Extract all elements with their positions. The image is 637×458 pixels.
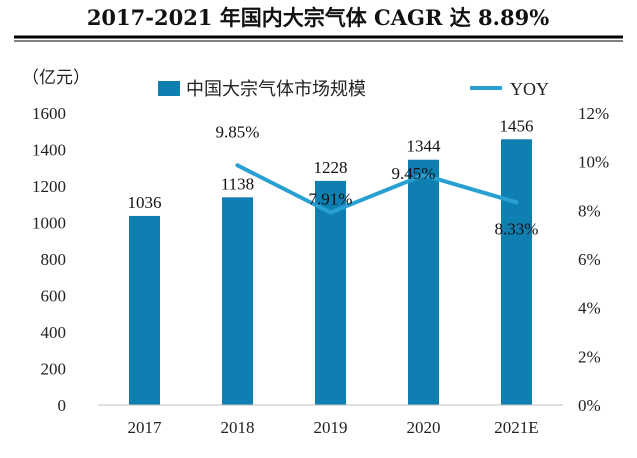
y-axis-label: （亿元）	[22, 68, 90, 87]
y-tick-label-left: 200	[41, 360, 67, 379]
y-tick-label-left: 1600	[32, 104, 66, 123]
x-tick-label: 2018	[221, 418, 255, 437]
yoy-point	[514, 200, 519, 205]
legend: 中国大宗气体市场规模 YOY	[158, 79, 549, 100]
y-tick-label-right: 0%	[578, 396, 601, 415]
bar	[315, 180, 346, 405]
bar-value-label: 1138	[221, 174, 254, 193]
bar	[501, 139, 532, 405]
yoy-point	[421, 173, 426, 178]
bar	[129, 215, 160, 405]
y-tick-label-left: 1200	[32, 177, 66, 196]
y-tick-label-left: 0	[58, 396, 67, 415]
y-tick-label-left: 1400	[32, 141, 66, 160]
y-tick-label-left: 800	[41, 250, 67, 269]
chart-title: 2017-2021 年国内大宗气体 CAGR 达 8.89%	[87, 5, 549, 30]
yoy-value-label: 7.91%	[309, 190, 353, 209]
x-tick-label: 2019	[314, 418, 348, 437]
yoy-point	[235, 163, 240, 168]
y-tick-label-left: 600	[41, 287, 67, 306]
legend-line-label: YOY	[510, 79, 549, 99]
yoy-value-label: 8.33%	[495, 219, 539, 238]
y-tick-label-right: 12%	[578, 104, 609, 123]
bar-value-label: 1344	[407, 137, 442, 156]
y-tick-label-left: 400	[41, 323, 67, 342]
y-axis-left: 0 200 400 600 800 1000 1200 1400 1600	[32, 104, 66, 415]
y-tick-label-left: 1000	[32, 214, 66, 233]
bar-data-labels: 1036 1138 1228 1344 1456	[128, 116, 534, 212]
bar-value-label: 1228	[314, 158, 348, 177]
y-tick-label-right: 4%	[578, 299, 601, 318]
bar	[408, 159, 439, 405]
legend-bar-swatch	[158, 81, 180, 96]
y-tick-label-right: 8%	[578, 201, 601, 220]
bar-value-label: 1456	[500, 116, 534, 135]
y-tick-label-right: 10%	[578, 153, 609, 172]
yoy-value-label: 9.45%	[392, 164, 436, 183]
bar-value-label: 1036	[128, 193, 162, 212]
y-axis-right: 0% 2% 4% 6% 8% 10% 12%	[578, 104, 609, 415]
x-axis: 2017 2018 2019 2020 2021E	[128, 418, 539, 437]
x-tick-label: 2021E	[494, 418, 538, 437]
yoy-line	[235, 163, 519, 215]
bar	[222, 197, 253, 405]
bar-series	[129, 139, 532, 405]
yoy-point	[328, 210, 333, 215]
yoy-value-label: 9.85%	[216, 122, 260, 141]
x-tick-label: 2020	[407, 418, 441, 437]
y-tick-label-right: 6%	[578, 250, 601, 269]
yoy-data-labels: 9.85% 7.91% 9.45% 8.33%	[216, 122, 539, 238]
y-tick-label-right: 2%	[578, 347, 601, 366]
yoy-line-series	[235, 163, 519, 215]
x-tick-label: 2017	[128, 418, 163, 437]
legend-bar-label: 中国大宗气体市场规模	[186, 79, 366, 100]
